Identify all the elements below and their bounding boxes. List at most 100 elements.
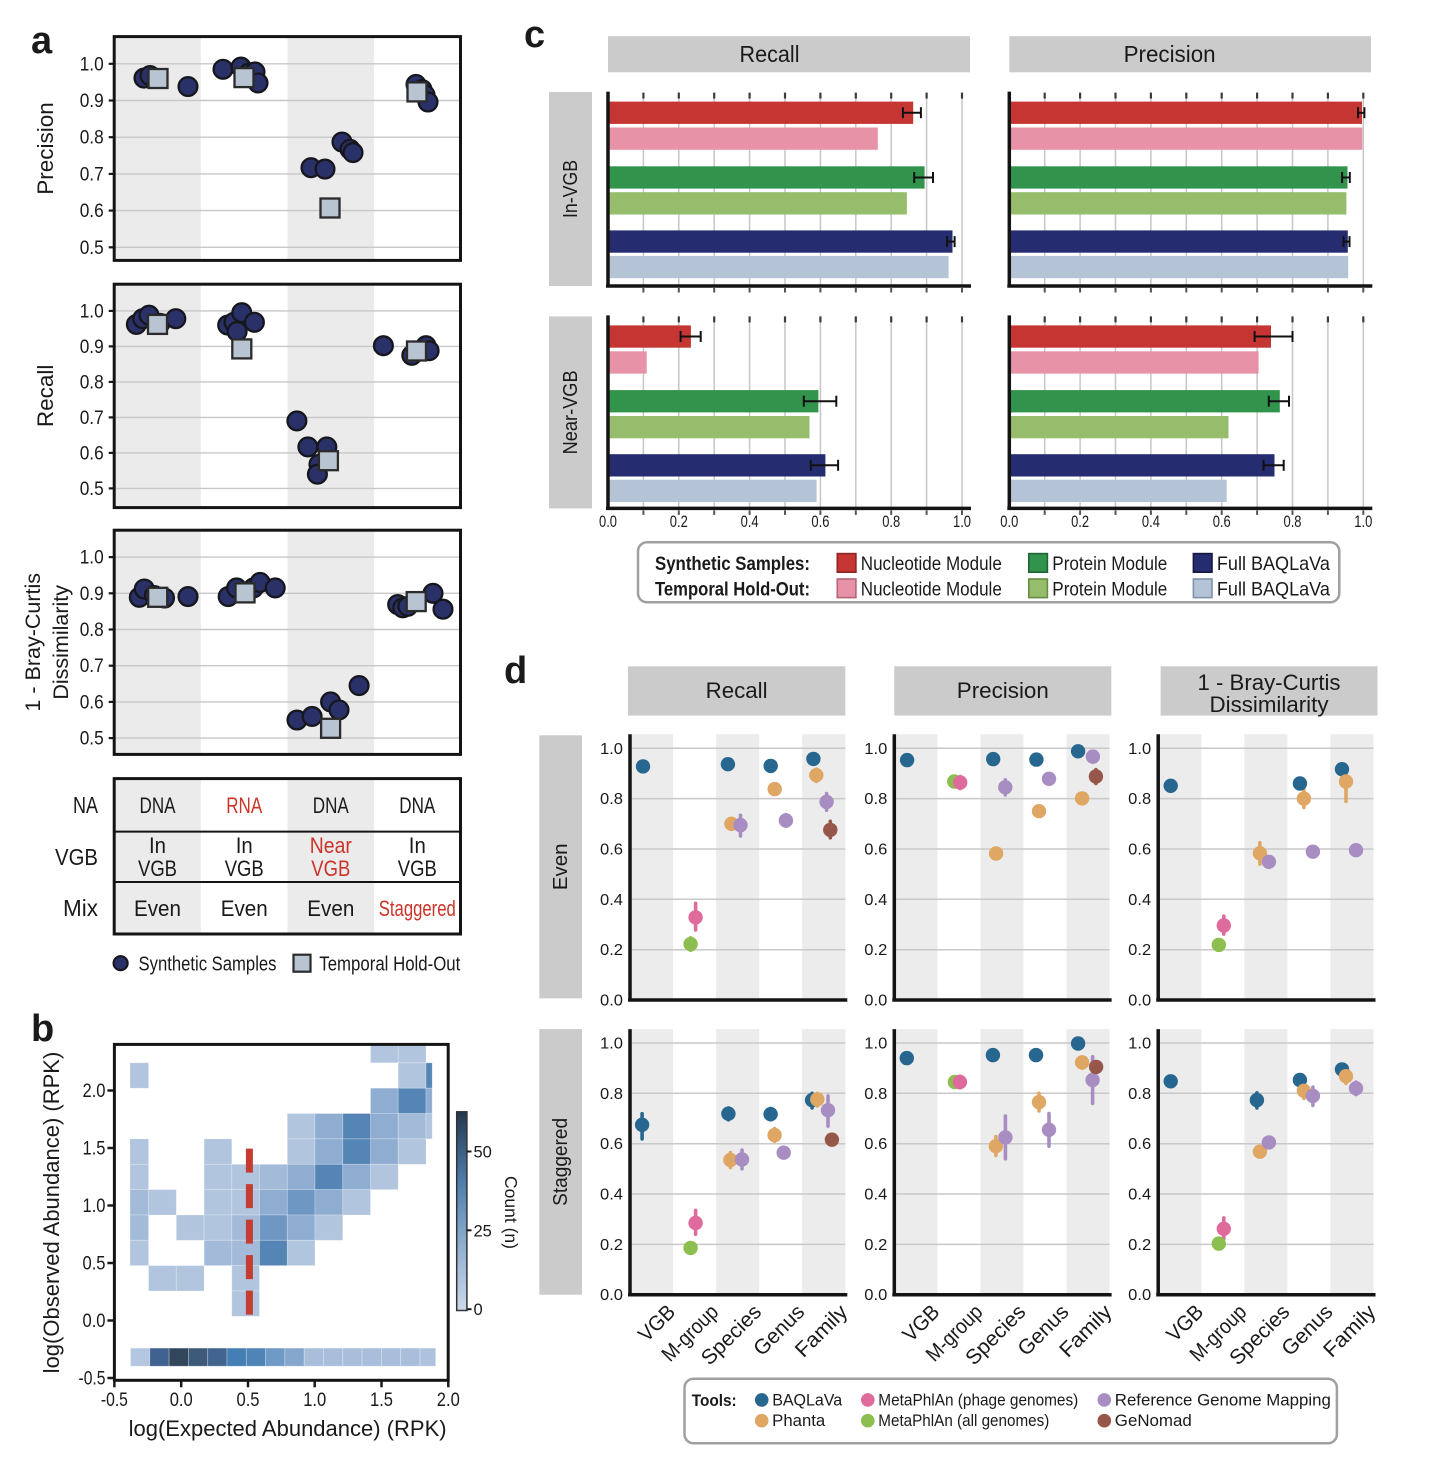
- svg-text:0.0: 0.0: [600, 1287, 623, 1304]
- svg-text:0.4: 0.4: [600, 1187, 623, 1204]
- svg-text:VGB: VGB: [311, 856, 350, 881]
- svg-text:0: 0: [474, 1301, 483, 1319]
- svg-text:0.2: 0.2: [1071, 513, 1089, 531]
- svg-text:0.6: 0.6: [80, 691, 104, 713]
- svg-text:-0.5: -0.5: [79, 1369, 106, 1390]
- svg-text:1.0: 1.0: [1354, 513, 1372, 531]
- svg-text:1.0: 1.0: [1128, 741, 1151, 758]
- svg-text:Staggered: Staggered: [379, 896, 456, 921]
- svg-text:0.7: 0.7: [80, 163, 104, 185]
- svg-text:DNA: DNA: [140, 793, 176, 818]
- svg-text:0.9: 0.9: [80, 583, 104, 605]
- svg-text:0.6: 0.6: [80, 442, 104, 464]
- svg-text:In-VGB: In-VGB: [559, 160, 582, 218]
- svg-text:0.0: 0.0: [599, 513, 617, 531]
- svg-text:Reference Genome Mapping: Reference Genome Mapping: [1115, 1391, 1331, 1409]
- svg-text:1.0: 1.0: [83, 1196, 106, 1217]
- svg-text:0.0: 0.0: [600, 993, 623, 1010]
- svg-text:Near-VGB: Near-VGB: [559, 370, 582, 454]
- svg-text:0.4: 0.4: [864, 1187, 887, 1204]
- svg-text:0.5: 0.5: [237, 1390, 260, 1411]
- svg-text:1.5: 1.5: [370, 1390, 393, 1411]
- svg-text:0.8: 0.8: [864, 1086, 887, 1103]
- svg-text:0.9: 0.9: [80, 336, 104, 358]
- svg-text:1.0: 1.0: [80, 53, 104, 75]
- svg-text:1.0: 1.0: [303, 1390, 326, 1411]
- svg-text:0.0: 0.0: [1128, 1287, 1151, 1304]
- svg-text:0.8: 0.8: [864, 791, 887, 808]
- svg-text:In: In: [409, 833, 426, 858]
- svg-text:a: a: [31, 20, 53, 62]
- svg-text:0.4: 0.4: [864, 892, 887, 909]
- svg-text:0.8: 0.8: [1284, 513, 1302, 531]
- svg-text:0.0: 0.0: [1128, 993, 1151, 1010]
- svg-text:MetaPhlAn (all genomes): MetaPhlAn (all genomes): [878, 1412, 1049, 1430]
- svg-text:Near: Near: [310, 833, 352, 858]
- svg-text:c: c: [524, 14, 545, 56]
- svg-text:Synthetic Samples: Synthetic Samples: [139, 954, 277, 976]
- svg-text:0.8: 0.8: [80, 127, 104, 149]
- svg-text:0.4: 0.4: [741, 513, 759, 531]
- svg-text:0.7: 0.7: [80, 655, 104, 677]
- svg-text:0.5: 0.5: [80, 478, 104, 500]
- svg-text:25: 25: [474, 1222, 492, 1240]
- svg-text:0.8: 0.8: [600, 1086, 623, 1103]
- svg-text:Synthetic Samples:: Synthetic Samples:: [655, 553, 810, 575]
- svg-text:1 - Bray-Curtis: 1 - Bray-Curtis: [1198, 670, 1341, 695]
- svg-text:MetaPhlAn (phage genomes): MetaPhlAn (phage genomes): [878, 1391, 1078, 1409]
- svg-text:Staggered: Staggered: [549, 1118, 572, 1206]
- svg-text:Count (n): Count (n): [501, 1176, 521, 1249]
- svg-text:0.2: 0.2: [600, 942, 623, 959]
- svg-text:0.6: 0.6: [80, 200, 104, 222]
- svg-text:In: In: [236, 833, 253, 858]
- svg-text:0.2: 0.2: [600, 1237, 623, 1254]
- svg-text:0.2: 0.2: [1128, 1237, 1151, 1254]
- svg-text:Dissimilarity: Dissimilarity: [49, 585, 73, 700]
- svg-text:Recall: Recall: [706, 678, 768, 703]
- svg-text:Nucleotide Module: Nucleotide Module: [861, 579, 1002, 601]
- svg-text:0.0: 0.0: [1000, 513, 1018, 531]
- svg-text:VGB: VGB: [398, 856, 437, 881]
- svg-text:0.6: 0.6: [864, 842, 887, 859]
- svg-text:DNA: DNA: [313, 793, 349, 818]
- svg-text:b: b: [31, 1008, 54, 1050]
- svg-text:Protein Module: Protein Module: [1052, 553, 1167, 575]
- svg-text:-0.5: -0.5: [101, 1390, 128, 1411]
- svg-text:0.8: 0.8: [1128, 791, 1151, 808]
- svg-text:DNA: DNA: [399, 793, 435, 818]
- svg-text:Even: Even: [307, 896, 354, 921]
- svg-text:GeNomad: GeNomad: [1115, 1412, 1192, 1430]
- svg-text:50: 50: [474, 1144, 492, 1162]
- svg-text:0.6: 0.6: [600, 842, 623, 859]
- svg-text:VGB: VGB: [55, 844, 98, 870]
- svg-text:Tools:: Tools:: [692, 1392, 737, 1410]
- svg-text:0.4: 0.4: [600, 892, 623, 909]
- svg-text:0.6: 0.6: [1128, 842, 1151, 859]
- svg-text:Precision: Precision: [33, 102, 58, 195]
- svg-text:0.0: 0.0: [170, 1390, 193, 1411]
- svg-text:1.0: 1.0: [600, 1036, 623, 1053]
- svg-text:1.0: 1.0: [80, 300, 104, 322]
- svg-text:Dissimilarity: Dissimilarity: [1210, 692, 1329, 717]
- svg-text:0.0: 0.0: [83, 1311, 106, 1332]
- svg-text:1.0: 1.0: [80, 547, 104, 569]
- svg-text:In: In: [149, 833, 166, 858]
- svg-text:Precision: Precision: [1124, 41, 1216, 67]
- svg-text:0.8: 0.8: [80, 371, 104, 393]
- svg-text:0.0: 0.0: [864, 993, 887, 1010]
- svg-text:Recall: Recall: [740, 41, 800, 67]
- svg-text:1.5: 1.5: [83, 1139, 106, 1160]
- svg-text:0.6: 0.6: [811, 513, 829, 531]
- svg-text:2.0: 2.0: [83, 1081, 106, 1102]
- svg-text:Recall: Recall: [33, 365, 58, 428]
- svg-text:Mix: Mix: [63, 895, 98, 921]
- svg-text:log(Observed Abundance) (RPK): log(Observed Abundance) (RPK): [39, 1052, 64, 1374]
- svg-text:0.8: 0.8: [882, 513, 900, 531]
- svg-text:2.0: 2.0: [437, 1390, 460, 1411]
- svg-text:1.0: 1.0: [600, 741, 623, 758]
- svg-text:Protein Module: Protein Module: [1052, 579, 1167, 601]
- svg-text:Phanta: Phanta: [772, 1412, 826, 1430]
- svg-text:0.8: 0.8: [80, 619, 104, 641]
- svg-text:0.9: 0.9: [80, 90, 104, 112]
- svg-text:0.6: 0.6: [600, 1136, 623, 1153]
